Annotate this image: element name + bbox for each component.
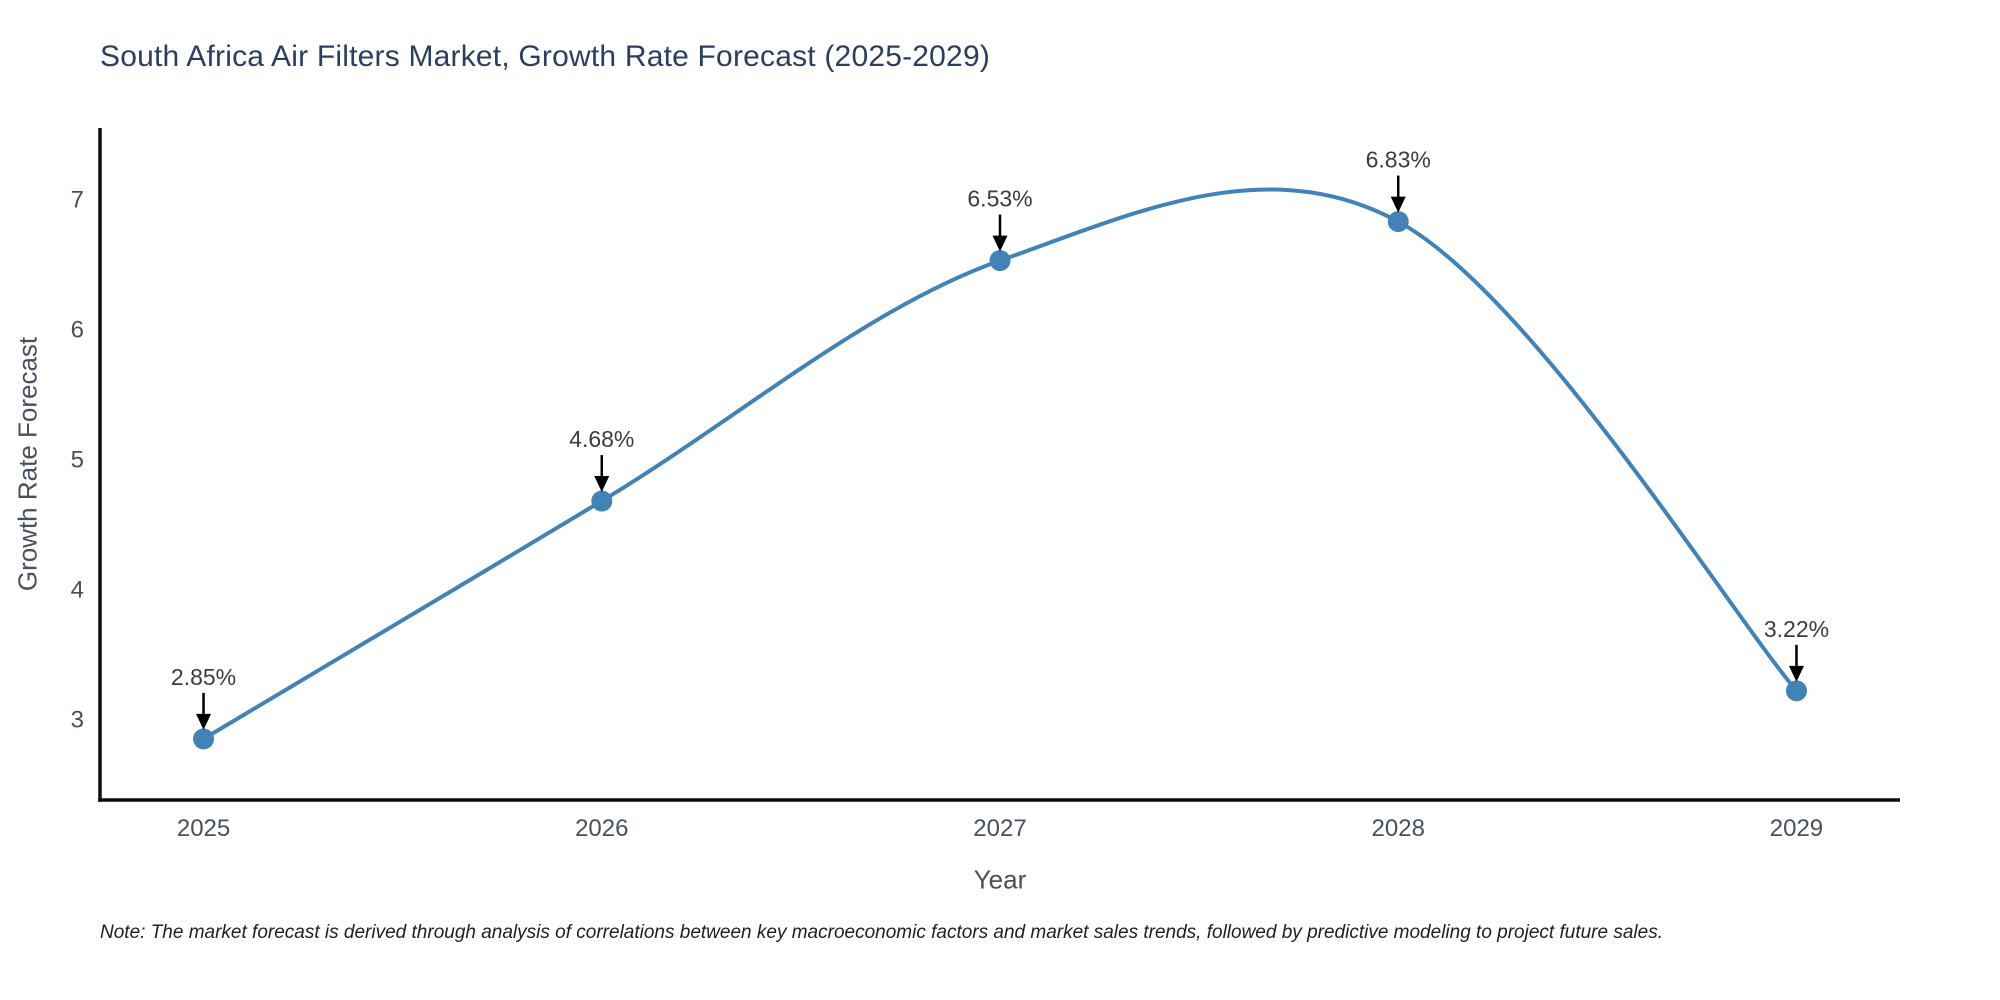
y-tick-label: 3	[71, 706, 84, 733]
annotation-label: 3.22%	[1764, 616, 1829, 642]
annotation-label: 6.83%	[1366, 147, 1431, 173]
annotation-arrowhead-icon	[992, 235, 1008, 252]
annotation-label: 2.85%	[171, 664, 236, 690]
x-tick-label: 2028	[1372, 815, 1425, 842]
x-tick-label: 2027	[973, 815, 1026, 842]
x-tick-label: 2026	[575, 815, 628, 842]
y-tick-label: 7	[71, 186, 84, 213]
annotation-label: 6.53%	[967, 186, 1032, 212]
trend-line	[201, 187, 1799, 741]
y-axis-title: Growth Rate Forecast	[12, 336, 43, 592]
y-tick-label: 5	[71, 446, 84, 473]
footnote: Note: The market forecast is derived thr…	[100, 922, 1663, 943]
annotation-arrowhead-icon	[1390, 196, 1406, 213]
annotation-label: 4.68%	[569, 426, 634, 452]
data-point-marker[interactable]	[989, 250, 1011, 272]
data-point-marker[interactable]	[1785, 680, 1807, 702]
y-tick-label: 6	[71, 316, 84, 343]
x-axis-title: Year	[973, 864, 1027, 895]
data-point-marker[interactable]	[591, 490, 613, 512]
chart-title: South Africa Air Filters Market, Growth …	[100, 40, 991, 73]
x-tick-label: 2029	[1770, 815, 1823, 842]
data-point-marker[interactable]	[193, 728, 215, 750]
annotation-arrowhead-icon	[1788, 665, 1804, 682]
annotation-arrowhead-icon	[196, 713, 212, 730]
x-tick-label: 2025	[177, 815, 230, 842]
data-point-marker[interactable]	[1387, 211, 1409, 233]
y-tick-label: 4	[71, 576, 84, 603]
annotation-arrowhead-icon	[594, 476, 610, 493]
